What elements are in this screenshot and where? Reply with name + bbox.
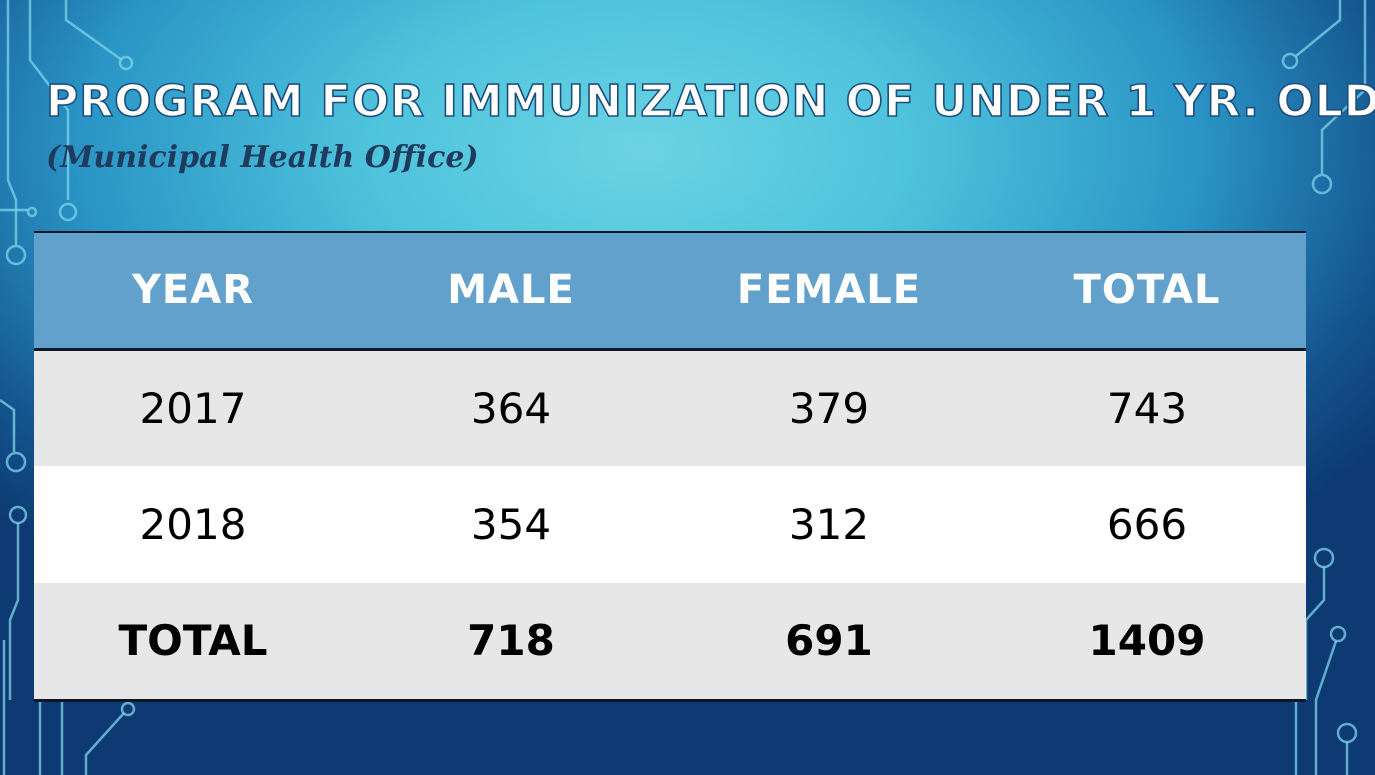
- cell-year: 2018: [139, 500, 247, 549]
- cell-male: 354: [470, 500, 552, 549]
- immunization-table: YEAR MALE FEMALE TOTAL 2017 364 379 743 …: [34, 231, 1306, 702]
- table-row: 2018 354 312 666: [34, 466, 1306, 583]
- cell-year: 2017: [139, 383, 247, 433]
- cell-male: 364: [470, 383, 552, 433]
- slide-subtitle: (Municipal Health Office): [46, 140, 479, 175]
- table-row: 2017 364 379 743: [34, 349, 1306, 466]
- cell-female: 379: [788, 383, 870, 433]
- header-total: TOTAL: [1073, 267, 1221, 314]
- slide-title: PROGRAM FOR IMMUNIZATION OF UNDER 1 YR. …: [45, 75, 1375, 128]
- total-male: 718: [467, 616, 555, 666]
- immunization-table-container: YEAR MALE FEMALE TOTAL 2017 364 379 743 …: [34, 231, 1306, 702]
- header-female: FEMALE: [736, 267, 922, 314]
- table-total-row: TOTAL 718 691 1409: [34, 583, 1306, 700]
- table-header-row: YEAR MALE FEMALE TOTAL: [34, 232, 1306, 349]
- total-label: TOTAL: [118, 616, 268, 666]
- header-year: YEAR: [131, 267, 255, 314]
- header-male: MALE: [447, 267, 575, 314]
- cell-female: 312: [788, 500, 870, 549]
- total-female: 691: [785, 616, 873, 666]
- cell-total: 666: [1106, 500, 1188, 549]
- total-grand: 1409: [1088, 616, 1206, 666]
- cell-total: 743: [1106, 383, 1188, 433]
